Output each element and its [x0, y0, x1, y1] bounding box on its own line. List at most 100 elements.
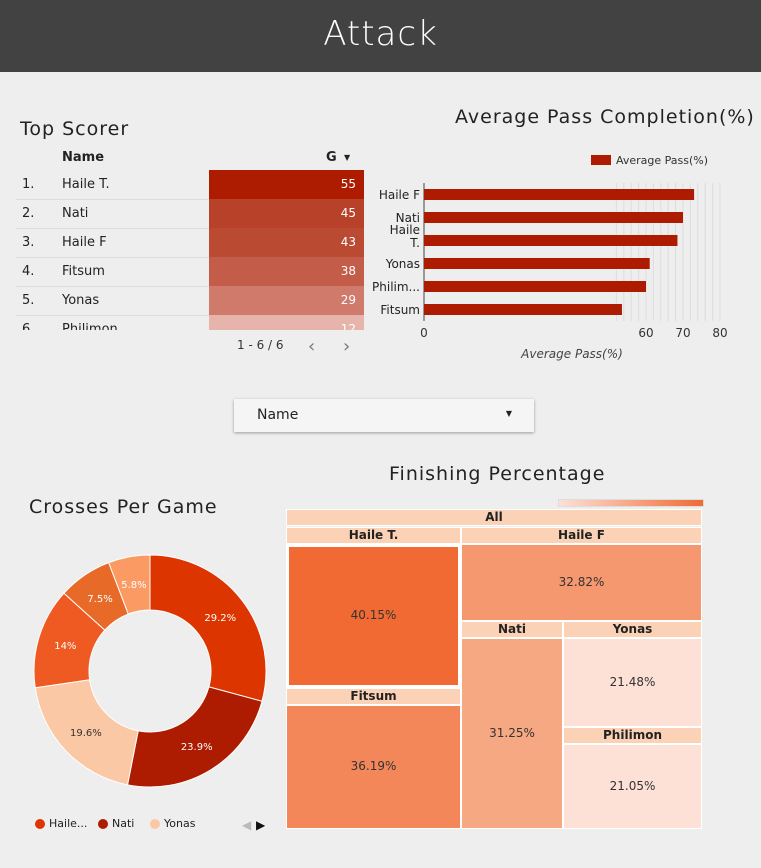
crosses-donut-chart: 29.2% 23.9% 19.6% 14% 7.5% 5.8%	[33, 554, 267, 788]
treemap-color-scale	[558, 499, 704, 507]
next-page-icon[interactable]: ›	[343, 336, 351, 357]
goals-value: 55	[340, 177, 356, 191]
table-row[interactable]: 5. Yonas 29	[16, 286, 364, 316]
legend-swatch	[150, 819, 160, 829]
donut-slice[interactable]	[149, 554, 267, 702]
goals-cell: 55	[209, 170, 364, 199]
slice-label: 14%	[54, 641, 76, 652]
treemap-header[interactable]: Nati	[461, 621, 563, 638]
row-name: Yonas	[62, 293, 100, 308]
x-axis-label: Average Pass(%)	[520, 347, 623, 361]
slice-label: 23.9%	[181, 742, 213, 753]
row-index: 3.	[22, 235, 35, 250]
category-label: Fitsum	[380, 303, 420, 317]
category-label: Philim...	[372, 280, 420, 294]
treemap-value: 21.48%	[609, 674, 656, 689]
treemap-header[interactable]: Haile T.	[286, 527, 461, 544]
legend-next-icon[interactable]: ▶	[256, 818, 266, 832]
treemap-cell[interactable]	[461, 638, 563, 829]
goals-value: 45	[340, 206, 356, 220]
goals-cell: 45	[209, 199, 364, 228]
row-name: Fitsum	[62, 264, 105, 279]
legend-label: Nati	[112, 817, 135, 830]
legend-swatch	[35, 819, 45, 829]
legend-label: Haile...	[49, 817, 88, 830]
legend-swatch	[591, 155, 611, 165]
legend-label: Yonas	[164, 817, 196, 830]
slice-label: 19.6%	[70, 728, 102, 739]
row-index: 4.	[22, 264, 35, 279]
top-scorer-title: Top Scorer	[20, 118, 130, 140]
goals-cell: 43	[209, 228, 364, 257]
legend-swatch	[98, 819, 108, 829]
treemap-cell[interactable]	[286, 544, 461, 688]
table-header: Name G ▼	[16, 146, 364, 170]
crosses-title: Crosses Per Game	[29, 496, 218, 518]
column-header-g[interactable]: G	[326, 150, 337, 165]
finishing-title: Finishing Percentage	[389, 463, 606, 485]
table-row[interactable]: 1. Haile T. 55	[16, 170, 364, 200]
goals-cell: 29	[209, 286, 364, 315]
slice-label: 5.8%	[121, 580, 146, 591]
donut-slice[interactable]	[108, 554, 151, 615]
tick-label: 60	[638, 326, 653, 340]
bar	[424, 304, 622, 315]
treemap-cell[interactable]	[286, 705, 461, 829]
category-label: Nati	[396, 211, 420, 225]
goals-value: 43	[340, 235, 356, 249]
donut-slice[interactable]	[126, 686, 263, 788]
top-scorer-table: Name G ▼ 1. Haile T. 55 2. Nati 45 3. Haile F 43…	[16, 146, 364, 330]
tick-label: 80	[712, 326, 727, 340]
goals-cell: 38	[209, 257, 364, 286]
treemap-header[interactable]: Haile F	[461, 527, 702, 544]
goals-value: 12	[340, 322, 356, 330]
treemap-value: 21.05%	[609, 778, 656, 793]
goals-cell: 12	[209, 315, 364, 330]
treemap-header[interactable]: Fitsum	[286, 688, 461, 705]
row-name: Philimon	[62, 322, 118, 330]
goals-value: 29	[340, 293, 356, 307]
tick-label: 70	[675, 326, 690, 340]
treemap-header[interactable]: Yonas	[563, 621, 702, 638]
goals-value: 38	[340, 264, 356, 278]
treemap-header[interactable]: Philimon	[563, 727, 702, 744]
legend-prev-icon[interactable]: ◀	[242, 818, 252, 832]
table-row[interactable]: 4. Fitsum 38	[16, 257, 364, 287]
category-label: Haile	[390, 223, 420, 237]
tick-label: 0	[420, 326, 428, 340]
treemap-header[interactable]: All	[286, 509, 702, 526]
treemap-cell[interactable]	[563, 638, 702, 727]
bar	[424, 258, 650, 269]
dropdown-value: Name	[257, 407, 299, 423]
table-row[interactable]: 6. Philimon 12	[16, 315, 364, 330]
table-row[interactable]: 2. Nati 45	[16, 199, 364, 229]
legend-label: Average Pass(%)	[616, 154, 708, 167]
column-header-name[interactable]: Name	[62, 150, 105, 165]
sort-desc-icon[interactable]: ▼	[344, 153, 351, 162]
treemap-value: 36.19%	[350, 759, 397, 773]
row-name: Haile T.	[62, 177, 110, 192]
row-index: 2.	[22, 206, 35, 221]
chevron-down-icon: ▼	[505, 409, 512, 418]
treemap-cell[interactable]	[461, 544, 702, 621]
treemap-value: 31.25%	[489, 725, 535, 740]
prev-page-icon[interactable]: ‹	[308, 336, 316, 357]
bar	[424, 235, 678, 246]
pass-chart-title: Average Pass Completion(%)	[455, 106, 755, 128]
row-index: 6.	[22, 322, 35, 330]
row-name: Nati	[62, 206, 89, 221]
treemap-cell[interactable]	[563, 744, 702, 829]
pagination-label: 1 - 6 / 6	[237, 338, 284, 352]
treemap-value: 40.15%	[350, 608, 397, 622]
bar	[424, 212, 683, 223]
row-index: 5.	[22, 293, 35, 308]
table-row[interactable]: 3. Haile F 43	[16, 228, 364, 258]
category-label: Yonas	[385, 257, 420, 271]
page-title: Attack	[323, 14, 438, 54]
slice-label: 29.2%	[204, 613, 236, 624]
slice-label: 7.5%	[87, 594, 112, 605]
name-filter-dropdown[interactable]: Name ▼	[234, 399, 534, 432]
row-index: 1.	[22, 177, 35, 192]
bar	[424, 281, 646, 292]
